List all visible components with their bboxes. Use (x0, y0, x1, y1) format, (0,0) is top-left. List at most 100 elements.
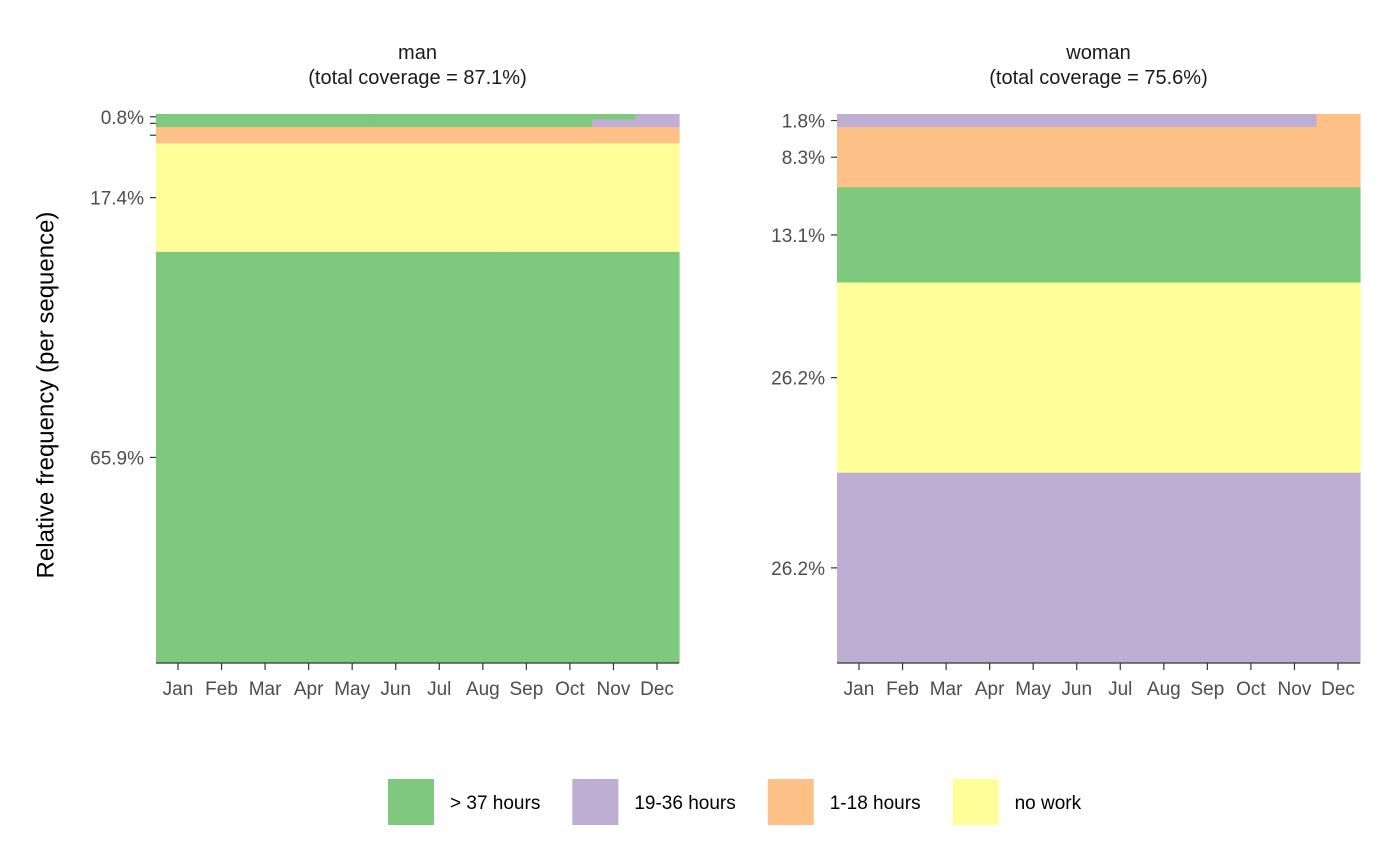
state-cell (330, 251, 375, 664)
x-tick-label: Dec (1321, 679, 1355, 700)
state-cell (967, 127, 1012, 188)
x-tick-label: Jan (163, 679, 194, 700)
state-cell (417, 119, 462, 128)
legend-label: 19-36 hours (634, 793, 735, 814)
state-cell (286, 114, 331, 120)
legend-swatch (767, 779, 814, 825)
x-tick-label: Dec (640, 679, 674, 700)
state-cell (967, 472, 1012, 664)
state-cell (243, 251, 288, 664)
state-cell (1272, 114, 1318, 128)
panel-subtitle: (total coverage = 75.6%) (989, 67, 1207, 89)
state-cell (504, 251, 549, 664)
y-tick-label: 26.2% (771, 559, 825, 580)
x-tick-label: Jun (380, 679, 411, 700)
x-tick-label: Oct (1236, 679, 1266, 700)
state-cell (591, 114, 637, 120)
state-cell (330, 119, 375, 128)
state-cell (635, 114, 680, 120)
facet-panels: man (total coverage = 87.1%) 0.8% 17.4% 65.9… (90, 42, 1361, 700)
state-cell (461, 119, 506, 128)
x-tick-label: Mar (249, 679, 282, 700)
state-cell (967, 187, 1012, 283)
state-cell (461, 114, 506, 120)
state-cell (1054, 472, 1100, 664)
x-tick-label: May (1015, 679, 1051, 700)
state-cell (635, 143, 680, 253)
sequence-row (156, 114, 680, 120)
y-tick-label: 0.8% (101, 108, 144, 129)
state-cell (504, 119, 549, 128)
state-cell (548, 127, 593, 144)
state-cell (1098, 114, 1143, 128)
state-cell (880, 187, 925, 283)
x-tick-label: Jul (1108, 679, 1132, 700)
legend-item: 19-36 hours (572, 779, 736, 825)
state-cell (1316, 127, 1361, 188)
state-cell (417, 127, 462, 144)
x-tick-label: Mar (930, 679, 963, 700)
state-cell (1011, 114, 1056, 128)
x-tick-label: Jul (427, 679, 451, 700)
state-cell (199, 114, 244, 120)
state-cell (373, 143, 419, 253)
state-cell (1142, 187, 1187, 283)
state-cell (1185, 127, 1230, 188)
state-cell (461, 251, 506, 664)
y-tick-label: 17.4% (90, 189, 144, 210)
state-cell (1316, 282, 1361, 474)
state-cell (1185, 187, 1230, 283)
state-cell (1142, 472, 1187, 664)
x-tick-label: Feb (886, 679, 919, 700)
state-cell (1054, 127, 1100, 188)
state-cell (1229, 282, 1274, 474)
state-cell (1229, 187, 1274, 283)
state-cell (837, 127, 882, 188)
x-tick-label: Feb (205, 679, 238, 700)
state-cell (373, 119, 419, 128)
state-cell (199, 119, 244, 128)
state-cell (837, 114, 882, 128)
state-cell (1229, 127, 1274, 188)
state-cell (243, 127, 288, 144)
state-cell (880, 114, 925, 128)
state-cell (1316, 187, 1361, 283)
sequence-row (837, 114, 1361, 128)
y-tick-label: 13.1% (771, 226, 825, 247)
x-tick-label: Jan (844, 679, 875, 700)
x-tick-label: Jun (1061, 679, 1092, 700)
state-cell (1098, 127, 1143, 188)
legend-item: no work (952, 779, 1082, 825)
state-cell (417, 114, 462, 120)
state-cell (330, 127, 375, 144)
state-cell (243, 143, 288, 253)
state-cell (880, 127, 925, 188)
state-cell (373, 251, 419, 664)
state-cell (1054, 282, 1100, 474)
state-cell (548, 143, 593, 253)
legend-swatch (572, 779, 619, 825)
sequence-row (156, 143, 680, 253)
state-cell (1011, 127, 1056, 188)
state-cell (967, 282, 1012, 474)
y-tick-label: 8.3% (782, 148, 825, 169)
state-cell (330, 114, 375, 120)
state-cell (373, 114, 419, 120)
sequence-row (156, 251, 680, 664)
y-tick-label: 65.9% (90, 448, 144, 469)
y-tick-label: 26.2% (771, 369, 825, 390)
state-cell (417, 251, 462, 664)
state-cell (156, 119, 201, 128)
state-cell (1054, 187, 1100, 283)
state-cell (461, 127, 506, 144)
state-cell (156, 114, 201, 120)
state-cell (548, 114, 593, 120)
sequence-row (156, 119, 680, 128)
state-cell (591, 119, 637, 128)
y-tick-label: 1.8% (782, 112, 825, 133)
state-cell (1229, 114, 1274, 128)
legend-label: no work (1015, 793, 1082, 814)
state-cell (1011, 187, 1056, 283)
legend-item: 1-18 hours (767, 779, 921, 825)
sequence-row (837, 282, 1361, 474)
